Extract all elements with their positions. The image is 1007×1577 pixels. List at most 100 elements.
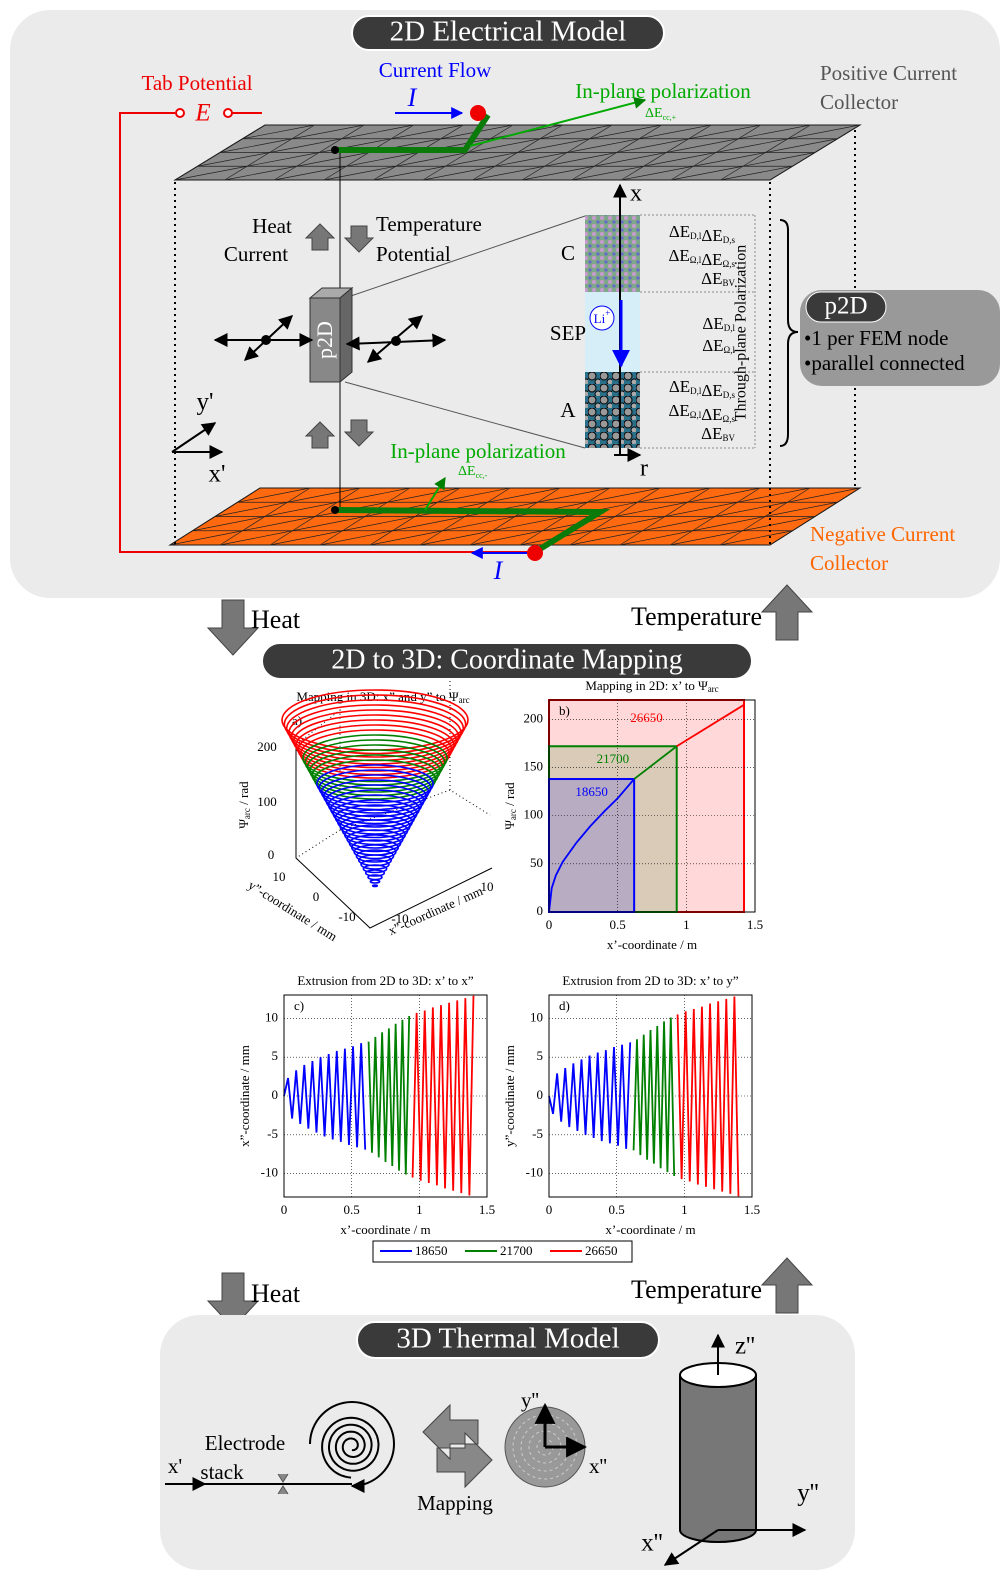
- y-label-unit: / rad: [502, 782, 517, 809]
- thermal-panel: 3D Thermal Model Electrode stack x' Mapp…: [160, 1315, 855, 1570]
- cathode: [585, 215, 640, 292]
- term-sub: Ω,s: [723, 259, 736, 269]
- t: Ψ: [236, 819, 251, 829]
- label: z'': [735, 1333, 755, 1360]
- label: Heat: [251, 1279, 301, 1308]
- y-tick-label: 10: [530, 1009, 543, 1024]
- chart-title: Extrusion from 2D to 3D: x’ to x”: [297, 973, 474, 988]
- label: Mapping: [417, 1491, 493, 1515]
- y-tick-label: -5: [267, 1126, 278, 1141]
- layer-label: C: [561, 241, 575, 265]
- label: r: [640, 456, 648, 482]
- node: [331, 506, 339, 514]
- y-label-text: x”-coordinate / mm: [237, 1045, 252, 1147]
- term-sym: ΔE: [669, 222, 690, 241]
- x-tick-label: 1.5: [747, 917, 763, 932]
- term-sub: D,s: [723, 390, 736, 400]
- x-tick-label: 1: [681, 1202, 688, 1217]
- x-tick-label: 0: [546, 1202, 553, 1217]
- sub: arc: [459, 695, 470, 705]
- tick: -10: [338, 909, 355, 924]
- label: Electrode: [205, 1431, 285, 1455]
- panel-title: 2D Electrical Model: [390, 16, 627, 48]
- label: Heat: [251, 605, 301, 634]
- term-sub: Ω,l: [690, 410, 702, 420]
- label: y'': [521, 1388, 539, 1412]
- chart-title: Mapping in 2D: x’ to Ψarc: [585, 678, 718, 694]
- y-tick-label: 5: [272, 1048, 279, 1063]
- term-sub: D,l: [690, 231, 702, 241]
- term-sub: D,s: [723, 235, 736, 245]
- label: Potential: [376, 242, 451, 266]
- label: y': [196, 389, 213, 416]
- z-label: Ψarc / rad: [236, 781, 252, 829]
- x-tick-label: 1: [683, 917, 690, 932]
- label: I: [493, 556, 504, 585]
- y-tick-label: 0: [272, 1087, 279, 1102]
- tick: 200: [257, 739, 277, 754]
- x-tick-label: 1.5: [744, 1202, 760, 1217]
- li-sup: +: [605, 308, 610, 318]
- series-label: 26650: [630, 710, 663, 725]
- term-sub: D,l: [724, 323, 736, 333]
- term-sym: ΔE: [702, 336, 723, 355]
- term-sym: ΔE: [702, 314, 723, 333]
- note-title: p2D: [824, 293, 867, 320]
- y-tick-label: 150: [524, 758, 544, 773]
- figure: 2D Electrical Model p2D Li+ p2D •1 per F…: [0, 0, 1007, 1577]
- title-text: Mapping in 2D: x’ to Ψ: [585, 678, 708, 693]
- cone-ring: [373, 885, 378, 887]
- sub: cc,+: [663, 113, 677, 122]
- x-axis-label: x’-coordinate / m: [605, 1222, 695, 1237]
- term-sub: BV: [722, 278, 735, 288]
- y-tick-label: 10: [265, 1009, 278, 1024]
- panel-label: b): [559, 703, 570, 718]
- y-axis-label: y”-coordinate / mm: [502, 1045, 517, 1147]
- series-label: 18650: [575, 784, 608, 799]
- x-axis-label: x’-coordinate / m: [607, 937, 697, 952]
- cone-ring: [368, 875, 382, 880]
- y-tick-label: 100: [524, 807, 544, 822]
- label: Tab Potential: [141, 71, 252, 95]
- sym: ΔE: [458, 464, 476, 479]
- note-bullet: •parallel connected: [804, 351, 965, 375]
- terminal: [176, 109, 184, 117]
- term-sym: ΔE: [668, 246, 689, 265]
- label: y'': [797, 1480, 819, 1507]
- label: Collector: [820, 90, 898, 114]
- y-tick-label: 5: [537, 1048, 544, 1063]
- sub: arc: [242, 808, 252, 819]
- label: Negative Current: [810, 522, 955, 546]
- x-tick-label: 0.5: [344, 1202, 360, 1217]
- p2d-label: p2D: [312, 321, 337, 359]
- label: Through-plane Polarization: [733, 245, 750, 421]
- terminal: [224, 109, 232, 117]
- temp-arrow: [762, 1258, 812, 1313]
- cone-ring: [287, 700, 464, 757]
- legend-label: 26650: [585, 1243, 618, 1258]
- separator: [585, 292, 640, 372]
- y-tick-label: -10: [526, 1165, 543, 1180]
- chart-title: Extrusion from 2D to 3D: x’ to y”: [562, 973, 739, 988]
- term-sym: ΔE: [701, 269, 722, 288]
- note-bullet: •1 per FEM node: [804, 326, 948, 350]
- term-sub: D,l: [690, 386, 702, 396]
- layer-label: SEP: [550, 321, 586, 345]
- y-label: y”-coordinate / mm: [246, 877, 340, 944]
- y-label-sub: arc: [508, 809, 518, 820]
- label: Positive Current: [820, 61, 957, 85]
- y-axis-label: Ψarc / rad: [502, 782, 518, 830]
- term-sym: ΔE: [701, 250, 722, 269]
- electrical-panel: 2D Electrical Model p2D Li+ p2D •1 per F…: [10, 10, 1000, 598]
- panel-title: 3D Thermal Model: [396, 1323, 619, 1355]
- y-tick-label: 200: [524, 710, 544, 725]
- term-sym: ΔE: [701, 226, 722, 245]
- term-sub: Ω,s: [723, 414, 736, 424]
- label: In-plane polarization: [390, 439, 566, 463]
- panel-label: c): [294, 998, 304, 1013]
- term-sym: ΔE: [701, 405, 722, 424]
- label: Heat: [252, 214, 292, 238]
- y-axis-label: x”-coordinate / mm: [237, 1045, 252, 1147]
- term-sym: ΔE: [701, 424, 722, 443]
- label: In-plane polarization: [575, 79, 751, 103]
